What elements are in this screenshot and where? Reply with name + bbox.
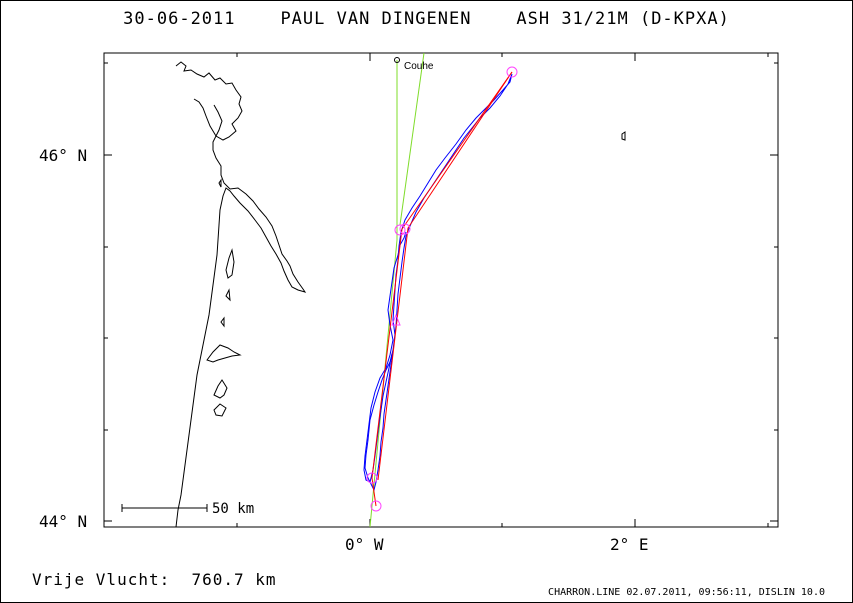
right-ticks [770,62,778,522]
task-line-alt [377,71,513,481]
coastline [175,61,626,528]
plot-credit: CHARRON.LINE 02.07.2011, 09:56:11, DISLI… [548,587,825,598]
bottom-ticks [236,519,769,527]
free-flight-distance: Vrije Vlucht: 760.7 km [32,570,277,589]
lon-label-2: 2° E [610,535,649,554]
turnpoint-2-icon [394,224,406,236]
scale-bar-label: 50 km [212,501,254,517]
lat-label-46: 46° N [39,146,88,165]
gps-track [364,73,513,492]
top-ticks [236,53,769,61]
turnpoints [366,66,518,512]
start-point-icon [370,500,382,512]
flight-title: 30-06-2011 PAUL VAN DINGENEN ASH 31/21M … [123,9,730,29]
triangle-marker-icon [391,313,401,326]
gps-track-detail [363,231,407,483]
couhe-marker-icon [394,57,400,63]
couhe-label: Couhe [404,61,434,72]
turnpoint-3-icon [399,223,411,235]
turnpoint-4-icon [366,472,378,484]
left-ticks [104,62,112,522]
plot-area [103,52,779,528]
task-line [371,71,513,507]
lat-label-44: 44° N [39,512,88,531]
turnpoint-1-icon [506,66,518,78]
scale-bar [121,504,208,512]
lon-label-0: 0° W [345,535,384,554]
approach-lines [369,52,425,528]
